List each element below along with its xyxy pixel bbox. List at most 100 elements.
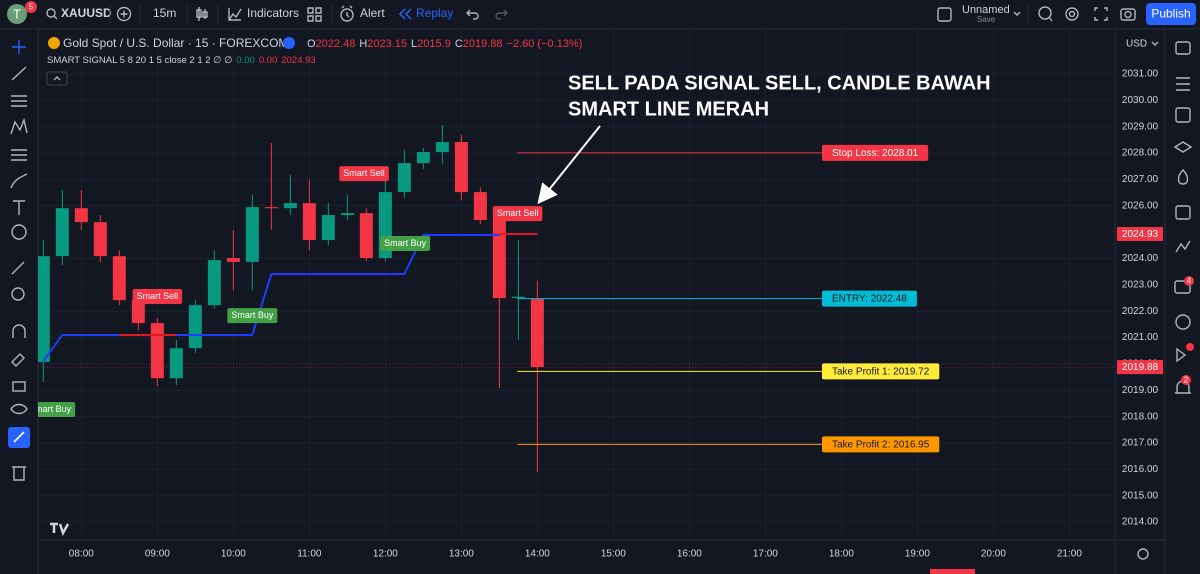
y-tick-label: 2028.00 xyxy=(1122,148,1159,159)
drawing-mode-tool[interactable] xyxy=(11,353,25,367)
axis-settings[interactable] xyxy=(1137,548,1149,560)
alert-icon-detail xyxy=(341,5,353,18)
candle-body xyxy=(283,203,297,209)
indicators-button[interactable]: Indicators xyxy=(247,6,299,20)
y-tick-label: 2021.00 xyxy=(1122,332,1159,343)
trend-line-tool[interactable] xyxy=(11,66,27,81)
x-tick-label: 21:00 xyxy=(1057,549,1082,560)
signal-label: Smart Sell xyxy=(497,208,539,218)
signal-box xyxy=(380,235,431,251)
projection-tool[interactable] xyxy=(11,149,27,161)
emoji-tool[interactable] xyxy=(11,224,27,240)
replay-button[interactable]: Replay xyxy=(416,6,453,20)
candle-body xyxy=(150,323,164,379)
magnet-tool[interactable] xyxy=(12,324,26,338)
candle-body xyxy=(207,260,221,306)
layout-checkbox[interactable] xyxy=(937,7,952,22)
x-tick-label: 18:00 xyxy=(829,549,854,560)
settings[interactable] xyxy=(1065,7,1079,21)
quick-search-handle xyxy=(1048,16,1053,22)
add-symbol[interactable] xyxy=(116,6,132,22)
legend-key: H xyxy=(359,38,367,50)
redo[interactable] xyxy=(495,9,508,20)
replay-icon xyxy=(398,8,412,20)
indicator-value: 0.00 xyxy=(236,55,255,66)
pattern-tool[interactable] xyxy=(10,117,28,135)
visibility-tool[interactable] xyxy=(10,403,28,415)
candle-body xyxy=(359,213,373,258)
zoom-tool[interactable] xyxy=(11,287,25,301)
y-tick-label: 2019.00 xyxy=(1122,385,1159,396)
measure-tool[interactable] xyxy=(11,261,25,275)
avatar[interactable] xyxy=(7,4,27,24)
candle-body xyxy=(169,348,183,379)
hotlist[interactable] xyxy=(1177,169,1189,185)
notification-count: 5 xyxy=(29,3,34,12)
currency-menu[interactable] xyxy=(1151,41,1159,46)
ohlc-legend: O2022.48 H2023.15 L2015.9 C2019.88 −2.60 (−0… xyxy=(307,38,582,50)
indicator-value: 0.00 xyxy=(259,55,278,66)
layout-menu[interactable] xyxy=(1013,11,1021,16)
watchlist[interactable] xyxy=(1175,41,1191,55)
level-box xyxy=(822,363,940,380)
alerts-panel[interactable] xyxy=(1176,77,1190,91)
x-tick-label: 13:00 xyxy=(449,549,474,560)
right-toolbar: 4 2 xyxy=(1173,41,1194,394)
x-tick-label: 14:00 xyxy=(525,549,550,560)
interval[interactable]: 15m xyxy=(153,6,176,20)
layouts-icon[interactable] xyxy=(307,7,322,22)
candle-body xyxy=(473,192,487,221)
data-window[interactable] xyxy=(1175,107,1191,123)
help[interactable] xyxy=(1175,314,1191,330)
quick-search[interactable] xyxy=(1038,6,1052,20)
search-icon-handle xyxy=(53,15,58,20)
trash-tool[interactable] xyxy=(12,466,26,481)
price-badge xyxy=(1117,227,1163,241)
legend-value: 2022.48 xyxy=(316,38,356,50)
chats[interactable] xyxy=(1174,280,1191,294)
chart-type-icon[interactable] xyxy=(196,7,208,21)
layout-name[interactable]: Unnamed xyxy=(962,4,1010,16)
avatar-letter: T xyxy=(13,6,21,21)
signal-box xyxy=(227,308,278,324)
replay-indicator xyxy=(283,37,295,49)
legend-change: −2.60 (−0.13%) xyxy=(507,38,583,50)
fullscreen[interactable] xyxy=(1094,7,1108,21)
fib-tool[interactable] xyxy=(11,95,27,107)
lock-tool[interactable] xyxy=(12,381,26,392)
candle-body xyxy=(416,152,430,164)
streams[interactable] xyxy=(1176,347,1187,363)
level-box xyxy=(822,144,929,161)
level-label: Take Profit 1: 2019.72 xyxy=(832,366,930,377)
collapse-legend[interactable] xyxy=(46,71,68,86)
alert-button[interactable]: Alert xyxy=(360,6,385,20)
notifications-badge xyxy=(1181,375,1191,385)
level-label: ENTRY: 2022.48 xyxy=(832,294,907,305)
brush-tool[interactable] xyxy=(10,173,28,189)
y-tick-label: 2031.00 xyxy=(1122,69,1159,80)
candle-body xyxy=(321,215,335,241)
search-icon[interactable] xyxy=(46,8,56,18)
snapshot[interactable] xyxy=(1120,8,1136,21)
publish-button[interactable] xyxy=(1146,3,1196,25)
y-tick-label: 2027.00 xyxy=(1122,174,1159,185)
currency[interactable]: USD xyxy=(1126,39,1147,50)
ideas[interactable] xyxy=(1175,240,1191,253)
x-tick-label: 11:00 xyxy=(297,549,322,560)
calendar[interactable] xyxy=(1175,205,1191,220)
candle-body xyxy=(530,298,544,368)
signal-label: Smart Sell xyxy=(137,291,179,301)
y-tick-label: 2015.00 xyxy=(1122,490,1159,501)
level-label: Take Profit 2: 2016.95 xyxy=(832,439,930,450)
text-tool[interactable] xyxy=(13,200,25,215)
indicators-icon xyxy=(228,8,242,21)
chart-title: Gold Spot / U.S. Dollar · 15 · FOREXCOM xyxy=(63,36,288,50)
crosshair-tool[interactable] xyxy=(12,40,26,54)
chats-badge xyxy=(1184,276,1194,286)
layers[interactable] xyxy=(1173,141,1193,153)
undo[interactable] xyxy=(466,9,479,20)
x-tick-label: 20:00 xyxy=(981,549,1006,560)
signal-label: Smart Buy xyxy=(384,238,427,248)
symbol[interactable]: XAUUSD xyxy=(61,6,112,20)
smart-line xyxy=(119,233,538,336)
